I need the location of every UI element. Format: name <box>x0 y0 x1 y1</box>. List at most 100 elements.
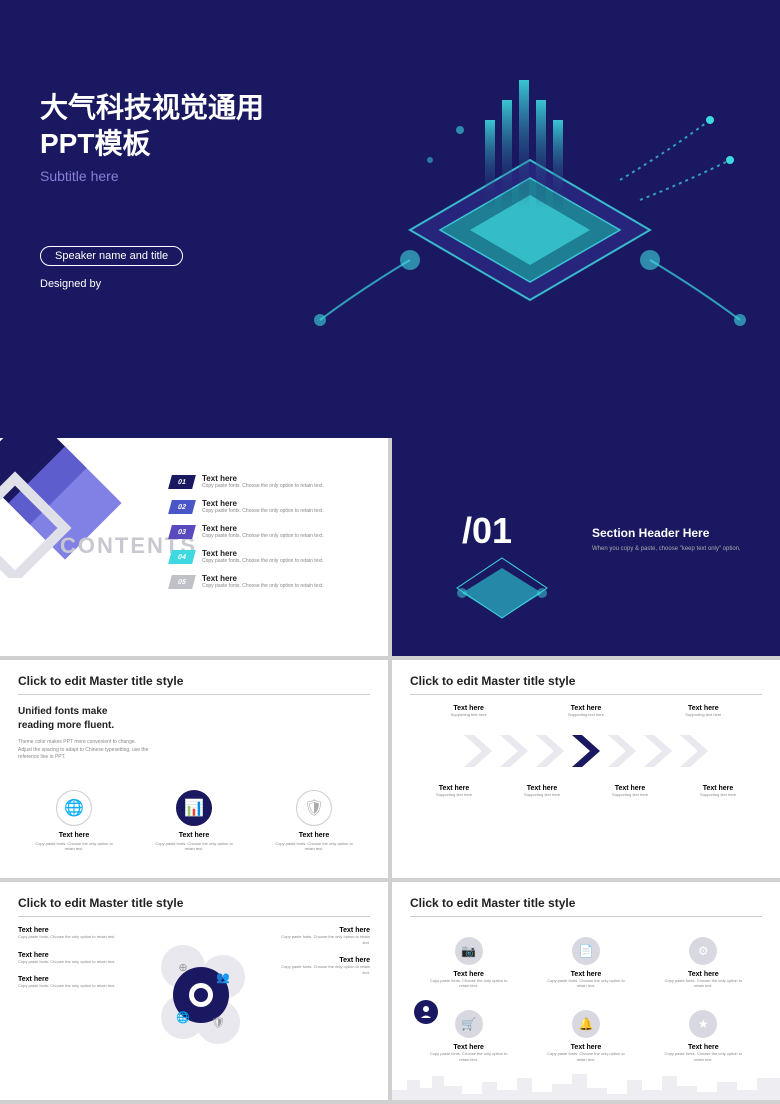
svg-text:🌐: 🌐 <box>176 1011 190 1024</box>
doc-icon: 📄 <box>572 937 600 965</box>
arrow-row <box>410 731 762 771</box>
globe-icon: 🌐 <box>56 790 92 826</box>
content-slide-timeline: Click to edit Master title style 📷 Text … <box>392 882 780 1100</box>
contents-item: 01 Text here Copy paste fonts. Choose th… <box>170 474 324 489</box>
item-subtitle: Copy paste fonts. Choose the only option… <box>202 483 324 489</box>
section-number: /01 <box>462 510 512 552</box>
contents-item: 05 Text here Copy paste fonts. Choose th… <box>170 574 324 589</box>
left-column: Text hereCopy paste fonts. Choose the on… <box>18 927 133 1067</box>
bottom-grid: 🛒 Text hereCopy paste fonts. Choose the … <box>410 1010 762 1061</box>
contents-item: 02 Text here Copy paste fonts. Choose th… <box>170 499 324 514</box>
gear-icon: ⚙ <box>689 937 717 965</box>
contents-slide: CONTENTS 01 Text here Copy paste fonts. … <box>0 438 388 656</box>
item-badge: 01 <box>168 475 196 489</box>
grid-item: 📄 Text hereCopy paste fonts. Choose the … <box>546 937 626 988</box>
item-title: Text here <box>202 549 324 558</box>
icon-column: 🛡 Text here Copy paste fonts. Choose the… <box>274 790 354 851</box>
lead-person-icon <box>414 1000 438 1024</box>
item-badge: 02 <box>168 500 196 514</box>
text-item: Text hereSupporting text here <box>568 705 604 717</box>
chevron-icon <box>496 731 532 771</box>
text-block: Text hereCopy paste fonts. Choose the on… <box>18 976 133 989</box>
icon-title: Text here <box>154 832 234 839</box>
grid-item: ★ Text hereCopy paste fonts. Choose the … <box>663 1010 743 1061</box>
text-item: Text hereSupporting text here <box>612 785 648 797</box>
text-item: Text hereSupporting text here <box>700 785 736 797</box>
svg-text:⊕: ⊕ <box>178 962 187 974</box>
slide-headline: Unified fonts makereading more fluent. <box>18 705 370 733</box>
icon-column: 📊 Text here Copy paste fonts. Choose the… <box>154 790 234 851</box>
item-subtitle: Copy paste fonts. Choose the only option… <box>202 533 324 539</box>
slide-title: Click to edit Master title style <box>410 674 762 695</box>
text-block: Text hereCopy paste fonts. Choose the on… <box>18 927 133 940</box>
item-subtitle: Copy paste fonts. Choose the only option… <box>202 583 324 589</box>
item-badge: 05 <box>168 575 196 589</box>
section-subtitle: When you copy & paste, choose "keep text… <box>592 546 741 552</box>
subtitle: Subtitle here <box>40 168 119 184</box>
main-title: 大气科技视觉通用 PPT模板 <box>40 90 264 163</box>
icon-subtitle: Copy paste fonts. Choose the only option… <box>34 841 114 851</box>
chart-icon: 📊 <box>176 790 212 826</box>
title-slide: 大气科技视觉通用 PPT模板 Subtitle here Speaker nam… <box>0 0 780 438</box>
content-slide-icons: Click to edit Master title style Unified… <box>0 660 388 878</box>
contents-list: 01 Text here Copy paste fonts. Choose th… <box>170 474 324 599</box>
grid-item: 📷 Text hereCopy paste fonts. Choose the … <box>429 937 509 988</box>
chevron-icon <box>532 731 568 771</box>
grid-item: 🛒 Text hereCopy paste fonts. Choose the … <box>429 1010 509 1061</box>
bottom-text-row: Text hereSupporting text here Text hereSu… <box>410 785 762 797</box>
designed-by: Designed by <box>40 278 101 290</box>
item-title: Text here <box>202 524 324 533</box>
section-chip-graphic <box>447 548 557 638</box>
chevron-icon <box>676 731 712 771</box>
svg-text:👥: 👥 <box>216 972 230 984</box>
item-subtitle: Copy paste fonts. Choose the only option… <box>202 508 324 514</box>
text-block: Text hereCopy paste fonts. Choose the on… <box>273 957 370 975</box>
icon-subtitle: Copy paste fonts. Choose the only option… <box>154 841 234 851</box>
grid-item: ⚙ Text hereCopy paste fonts. Choose the … <box>663 937 743 988</box>
icon-title: Text here <box>34 832 114 839</box>
camera-icon: 📷 <box>455 937 483 965</box>
chevron-icon <box>568 731 604 771</box>
speaker-pill: Speaker name and title <box>40 246 183 266</box>
slide-title: Click to edit Master title style <box>18 896 370 917</box>
content-slide-cluster: Click to edit Master title style Text he… <box>0 882 388 1100</box>
text-item: Text hereSupporting text here <box>524 785 560 797</box>
item-title: Text here <box>202 574 324 583</box>
text-block: Text hereCopy paste fonts. Choose the on… <box>18 952 133 965</box>
star-icon: ★ <box>689 1010 717 1038</box>
contents-item: 04 Text here Copy paste fonts. Choose th… <box>170 549 324 564</box>
icon-title: Text here <box>274 832 354 839</box>
slide-body-text: Theme color makes PPT more convenient to… <box>18 739 370 762</box>
text-block: Text hereCopy paste fonts. Choose the on… <box>273 927 370 945</box>
section-header-slide: /01 Section Header Here When you copy & … <box>392 438 780 656</box>
item-title: Text here <box>202 474 324 483</box>
top-grid: 📷 Text hereCopy paste fonts. Choose the … <box>410 937 762 988</box>
shield-icon: 🛡 <box>296 790 332 826</box>
chevron-icon <box>460 731 496 771</box>
right-column: Text hereCopy paste fonts. Choose the on… <box>273 927 370 1067</box>
chevron-icon <box>604 731 640 771</box>
section-title: Section Header Here <box>592 526 709 540</box>
cart-icon: 🛒 <box>455 1010 483 1038</box>
icon-subtitle: Copy paste fonts. Choose the only option… <box>274 841 354 851</box>
item-title: Text here <box>202 499 324 508</box>
item-badge: 03 <box>168 525 196 539</box>
svg-text:🛡: 🛡 <box>211 1016 225 1029</box>
bell-icon: 🔔 <box>572 1010 600 1038</box>
chevron-icon <box>640 731 676 771</box>
text-item: Text hereSupporting text here <box>685 705 721 717</box>
slide-title: Click to edit Master title style <box>18 674 370 695</box>
item-badge: 04 <box>168 550 196 564</box>
icon-row: 🌐 Text here Copy paste fonts. Choose the… <box>18 790 370 851</box>
grid-item: 🔔 Text hereCopy paste fonts. Choose the … <box>546 1010 626 1061</box>
contents-item: 03 Text here Copy paste fonts. Choose th… <box>170 524 324 539</box>
skyline-decor <box>392 1068 780 1100</box>
text-item: Text hereSupporting text here <box>451 705 487 717</box>
icon-column: 🌐 Text here Copy paste fonts. Choose the… <box>34 790 114 851</box>
text-item: Text hereSupporting text here <box>436 785 472 797</box>
tech-chip-graphic <box>310 60 750 400</box>
content-slide-arrows: Click to edit Master title style Text he… <box>392 660 780 878</box>
top-text-row: Text hereSupporting text here Text hereSu… <box>410 705 762 717</box>
item-subtitle: Copy paste fonts. Choose the only option… <box>202 558 324 564</box>
slide-title: Click to edit Master title style <box>410 896 762 917</box>
